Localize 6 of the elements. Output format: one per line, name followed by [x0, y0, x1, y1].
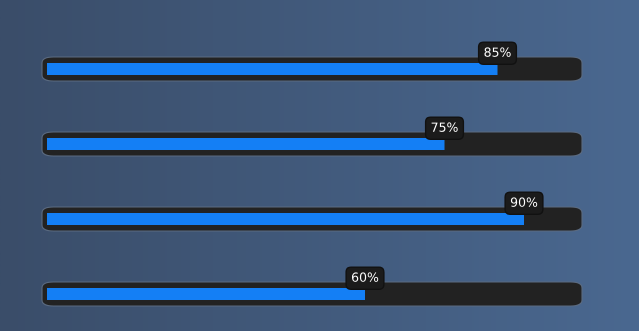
bar	[47, 288, 365, 300]
data-label: 85%	[484, 47, 511, 57]
bar	[47, 138, 444, 150]
data-label: 90%	[510, 197, 538, 207]
data-label: 75%	[432, 122, 458, 132]
data-label: 60%	[352, 272, 378, 282]
